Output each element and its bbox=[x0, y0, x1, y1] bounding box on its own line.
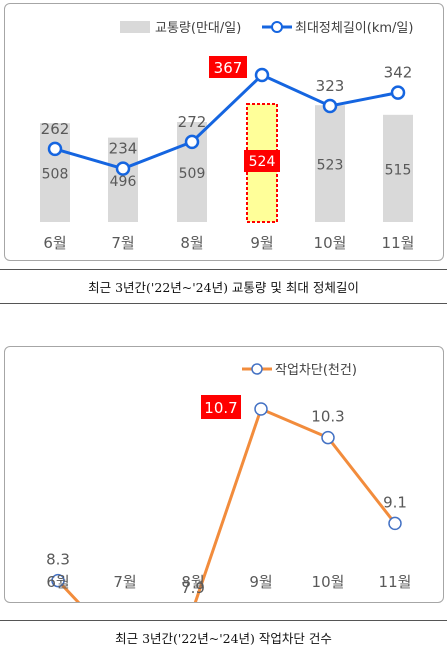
congestion-point bbox=[390, 85, 406, 100]
work-block-value-label: 9.1 bbox=[383, 493, 407, 511]
congestion-point bbox=[254, 67, 270, 83]
x-tick-label: 7월 bbox=[113, 573, 136, 591]
legend-bar-label: 교통량(만대/일) bbox=[155, 21, 241, 36]
work-block-highlight-box bbox=[201, 395, 241, 419]
traffic-value-label: 496 bbox=[110, 174, 137, 190]
traffic-chart-svg: 교통량(만대/일) 최대정체길이(km/일) 508 496 509 524 523 51… bbox=[40, 21, 415, 252]
chart2-caption: 최근 3년간('22년~'24년) 작업차단 건수 bbox=[0, 620, 447, 654]
x-tick-label: 8월 bbox=[180, 234, 203, 252]
legend-line-marker bbox=[271, 21, 283, 33]
chart2-caption-text: 최근 3년간('22년~'24년) 작업차단 건수 bbox=[115, 631, 332, 646]
traffic-value-label: 524 bbox=[249, 154, 276, 170]
x-tick-label: 10월 bbox=[312, 573, 345, 591]
traffic-bar bbox=[383, 114, 413, 222]
congestion-point bbox=[184, 134, 200, 150]
x-tick-label: 6월 bbox=[46, 573, 69, 591]
x-tick-label: 10월 bbox=[314, 234, 347, 252]
congestion-point bbox=[115, 161, 131, 176]
traffic-highlight-box bbox=[244, 150, 280, 172]
work-block-point bbox=[321, 430, 335, 445]
x-tick-label: 7월 bbox=[111, 234, 134, 252]
x-tick-label: 11월 bbox=[379, 573, 412, 591]
traffic-bar bbox=[40, 123, 70, 222]
chart2-legend: 작업차단(천건) bbox=[242, 363, 357, 378]
congestion-value-label: 323 bbox=[316, 77, 345, 95]
congestion-value-label: 272 bbox=[178, 113, 207, 131]
x-tick-label: 6월 bbox=[43, 234, 66, 252]
work-block-chart-svg: 작업차단(천건) 8.37.37.910.710.39.16월7월8월9월10월… bbox=[46, 363, 412, 602]
work-block-point bbox=[254, 402, 268, 416]
legend2-line-label: 작업차단(천건) bbox=[275, 363, 357, 378]
work-block-chart-panel: 작업차단(천건) 8.37.37.910.710.39.16월7월8월9월10월… bbox=[4, 346, 444, 603]
congestion-highlight-box bbox=[209, 56, 247, 78]
chart1-caption-text: 최근 3년간('22년~'24년) 교통량 및 최대 정체길이 bbox=[88, 280, 359, 295]
congestion-point bbox=[47, 141, 63, 157]
traffic-value-label: 509 bbox=[179, 166, 206, 182]
legend-line-label: 최대정체길이(km/일) bbox=[295, 21, 413, 36]
work-block-point bbox=[388, 516, 402, 531]
traffic-bar bbox=[108, 137, 138, 222]
congestion-value-label: 342 bbox=[384, 64, 413, 82]
x-tick-label: 11월 bbox=[382, 234, 415, 252]
chart1-legend: 교통량(만대/일) 최대정체길이(km/일) bbox=[120, 21, 413, 36]
traffic-value-label: 523 bbox=[317, 158, 344, 174]
work-block-value-label: 10.7 bbox=[204, 399, 237, 417]
legend2-line-marker bbox=[251, 363, 263, 375]
x-tick-label: 9월 bbox=[250, 234, 273, 252]
work-block-value-label: 10.3 bbox=[311, 408, 344, 426]
traffic-value-label: 508 bbox=[42, 167, 69, 183]
traffic-bar bbox=[315, 105, 345, 222]
congestion-value-label: 367 bbox=[214, 59, 243, 77]
chart1-caption: 최근 3년간('22년~'24년) 교통량 및 최대 정체길이 bbox=[0, 269, 447, 304]
traffic-chart-panel: 교통량(만대/일) 최대정체길이(km/일) 508 496 509 524 523 51… bbox=[4, 3, 444, 261]
x-tick-label: 8월 bbox=[181, 573, 204, 591]
congestion-point bbox=[322, 98, 338, 114]
work-block-value-label: 7.9 bbox=[181, 579, 205, 597]
traffic-value-label: 515 bbox=[385, 162, 412, 178]
congestion-value-label: 234 bbox=[109, 140, 138, 158]
work-block-point bbox=[51, 573, 65, 588]
congestion-value-label: 262 bbox=[41, 120, 70, 138]
legend-bar-swatch bbox=[120, 21, 150, 33]
work-block-line bbox=[56, 406, 397, 602]
x-tick-label: 9월 bbox=[249, 573, 272, 591]
work-block-value-label: 8.3 bbox=[46, 551, 70, 569]
congestion-line bbox=[54, 73, 399, 171]
